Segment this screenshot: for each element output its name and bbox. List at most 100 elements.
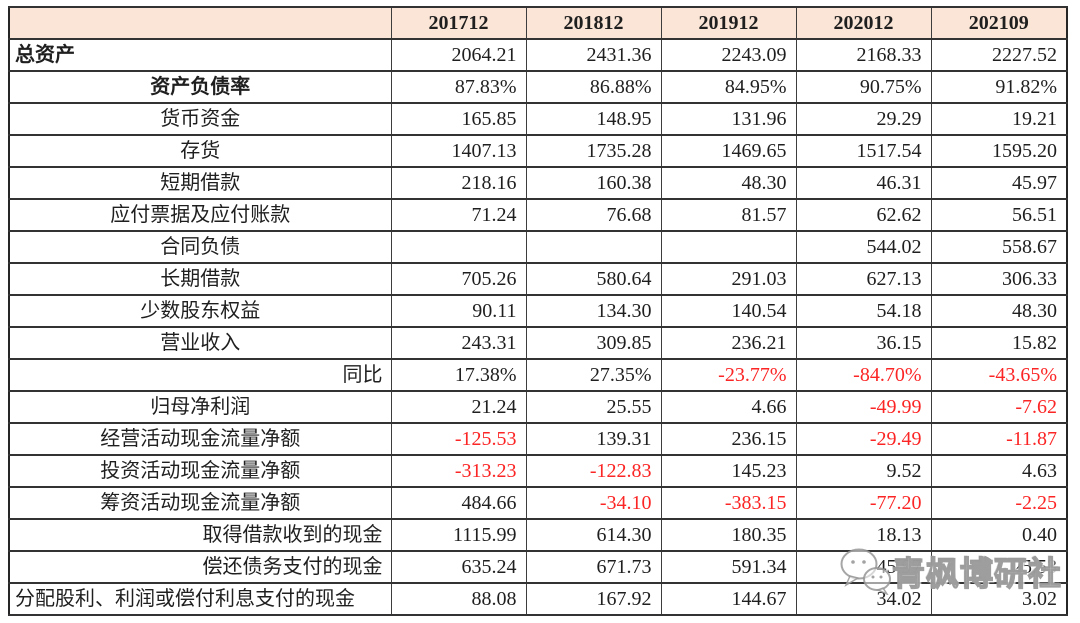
value-cell: 19.21 <box>930 102 1068 136</box>
header-row: 201712 201812 201912 202012 202109 <box>8 6 1068 40</box>
value-cell: 4.66 <box>660 390 797 424</box>
table-row: 分配股利、利润或偿付利息支付的现金 88.08 167.92 144.67 34.02 3… <box>8 582 1068 616</box>
table-row: 筹资活动现金流量净额 484.66 -34.10 -383.15 -77.20 -2.25 <box>8 486 1068 520</box>
column-header: 201812 <box>525 6 662 40</box>
value-cell: 88.08 <box>390 582 527 616</box>
value-cell: -313.23 <box>390 454 527 488</box>
value-cell: 2168.33 <box>795 38 932 72</box>
value-cell: 131.96 <box>660 102 797 136</box>
value-cell: 21.24 <box>390 390 527 424</box>
table-row: 投资活动现金流量净额 -313.23 -122.83 145.23 9.52 4.63 <box>8 454 1068 488</box>
value-cell: 139.31 <box>525 422 662 456</box>
value-cell: 140.54 <box>660 294 797 328</box>
row-label: 存货 <box>8 134 392 168</box>
value-cell: -122.83 <box>525 454 662 488</box>
value-cell: 25.55 <box>525 390 662 424</box>
value-cell: 45.97 <box>795 550 932 584</box>
value-cell: 580.64 <box>525 262 662 296</box>
value-cell: 1407.13 <box>390 134 527 168</box>
value-cell: 84.95% <box>660 70 797 104</box>
value-cell: 484.66 <box>390 486 527 520</box>
row-label: 应付票据及应付账款 <box>8 198 392 232</box>
row-label: 资产负债率 <box>8 70 392 104</box>
row-label: 同比 <box>8 358 392 392</box>
value-cell: 558.67 <box>930 230 1068 264</box>
value-cell: 1735.28 <box>525 134 662 168</box>
value-cell: -43.65% <box>930 358 1068 392</box>
value-cell: -23.77% <box>660 358 797 392</box>
table-row: 长期借款 705.26 580.64 291.03 627.13 306.33 <box>8 262 1068 296</box>
value-cell: 18.13 <box>795 518 932 552</box>
value-cell: 627.13 <box>795 262 932 296</box>
table-row: 营业收入 243.31 309.85 236.21 36.15 15.82 <box>8 326 1068 360</box>
value-cell: -34.10 <box>525 486 662 520</box>
table-row: 短期借款 218.16 160.38 48.30 46.31 45.97 <box>8 166 1068 200</box>
value-cell: -29.49 <box>795 422 932 456</box>
row-label: 归母净利润 <box>8 390 392 424</box>
table-row: 货币资金 165.85 148.95 131.96 29.29 19.21 <box>8 102 1068 136</box>
value-cell: 17.38% <box>390 358 527 392</box>
value-cell: 62.62 <box>795 198 932 232</box>
value-cell: 236.15 <box>660 422 797 456</box>
financial-metrics-table: 201712 201812 201912 202012 202109 总资产 2064.2… <box>8 6 1068 616</box>
value-cell: 614.30 <box>525 518 662 552</box>
value-cell: 25.53 <box>930 550 1068 584</box>
value-cell: 36.15 <box>795 326 932 360</box>
table-row: 少数股东权益 90.11 134.30 140.54 54.18 48.30 <box>8 294 1068 328</box>
table-row: 合同负债 544.02 558.67 <box>8 230 1068 264</box>
value-cell: -7.62 <box>930 390 1068 424</box>
row-label: 总资产 <box>8 38 392 72</box>
value-cell: 180.35 <box>660 518 797 552</box>
value-cell: 148.95 <box>525 102 662 136</box>
row-label: 长期借款 <box>8 262 392 296</box>
value-cell: 243.31 <box>390 326 527 360</box>
row-label: 短期借款 <box>8 166 392 200</box>
row-label: 分配股利、利润或偿付利息支付的现金 <box>8 582 392 616</box>
table-row: 归母净利润 21.24 25.55 4.66 -49.99 -7.62 <box>8 390 1068 424</box>
value-cell: 160.38 <box>525 166 662 200</box>
value-cell: 2227.52 <box>930 38 1068 72</box>
value-cell: -84.70% <box>795 358 932 392</box>
corner-cell <box>8 6 392 40</box>
value-cell: 27.35% <box>525 358 662 392</box>
value-cell: 1115.99 <box>390 518 527 552</box>
value-cell: 591.34 <box>660 550 797 584</box>
row-label: 筹资活动现金流量净额 <box>8 486 392 520</box>
value-cell: 1469.65 <box>660 134 797 168</box>
value-cell: 90.75% <box>795 70 932 104</box>
value-cell: 15.82 <box>930 326 1068 360</box>
value-cell: 86.88% <box>525 70 662 104</box>
value-cell: 1517.54 <box>795 134 932 168</box>
row-label: 合同负债 <box>8 230 392 264</box>
value-cell: 1595.20 <box>930 134 1068 168</box>
row-label: 投资活动现金流量净额 <box>8 454 392 488</box>
value-cell: 3.02 <box>930 582 1068 616</box>
value-cell: 167.92 <box>525 582 662 616</box>
value-cell <box>660 230 797 264</box>
row-label: 经营活动现金流量净额 <box>8 422 392 456</box>
value-cell: 291.03 <box>660 262 797 296</box>
value-cell: 76.68 <box>525 198 662 232</box>
value-cell: 71.24 <box>390 198 527 232</box>
value-cell: 48.30 <box>660 166 797 200</box>
table-row: 存货 1407.13 1735.28 1469.65 1517.54 1595.20 <box>8 134 1068 168</box>
value-cell: 56.51 <box>930 198 1068 232</box>
value-cell: 705.26 <box>390 262 527 296</box>
value-cell: 48.30 <box>930 294 1068 328</box>
column-header: 201712 <box>390 6 527 40</box>
value-cell: 81.57 <box>660 198 797 232</box>
row-label: 取得借款收到的现金 <box>8 518 392 552</box>
value-cell: 9.52 <box>795 454 932 488</box>
value-cell: 45.97 <box>930 166 1068 200</box>
row-label: 营业收入 <box>8 326 392 360</box>
value-cell: 635.24 <box>390 550 527 584</box>
value-cell: 29.29 <box>795 102 932 136</box>
value-cell: 671.73 <box>525 550 662 584</box>
column-header: 202012 <box>795 6 932 40</box>
value-cell: 87.83% <box>390 70 527 104</box>
value-cell: 165.85 <box>390 102 527 136</box>
value-cell: 54.18 <box>795 294 932 328</box>
value-cell: 2064.21 <box>390 38 527 72</box>
value-cell: 218.16 <box>390 166 527 200</box>
value-cell: 309.85 <box>525 326 662 360</box>
